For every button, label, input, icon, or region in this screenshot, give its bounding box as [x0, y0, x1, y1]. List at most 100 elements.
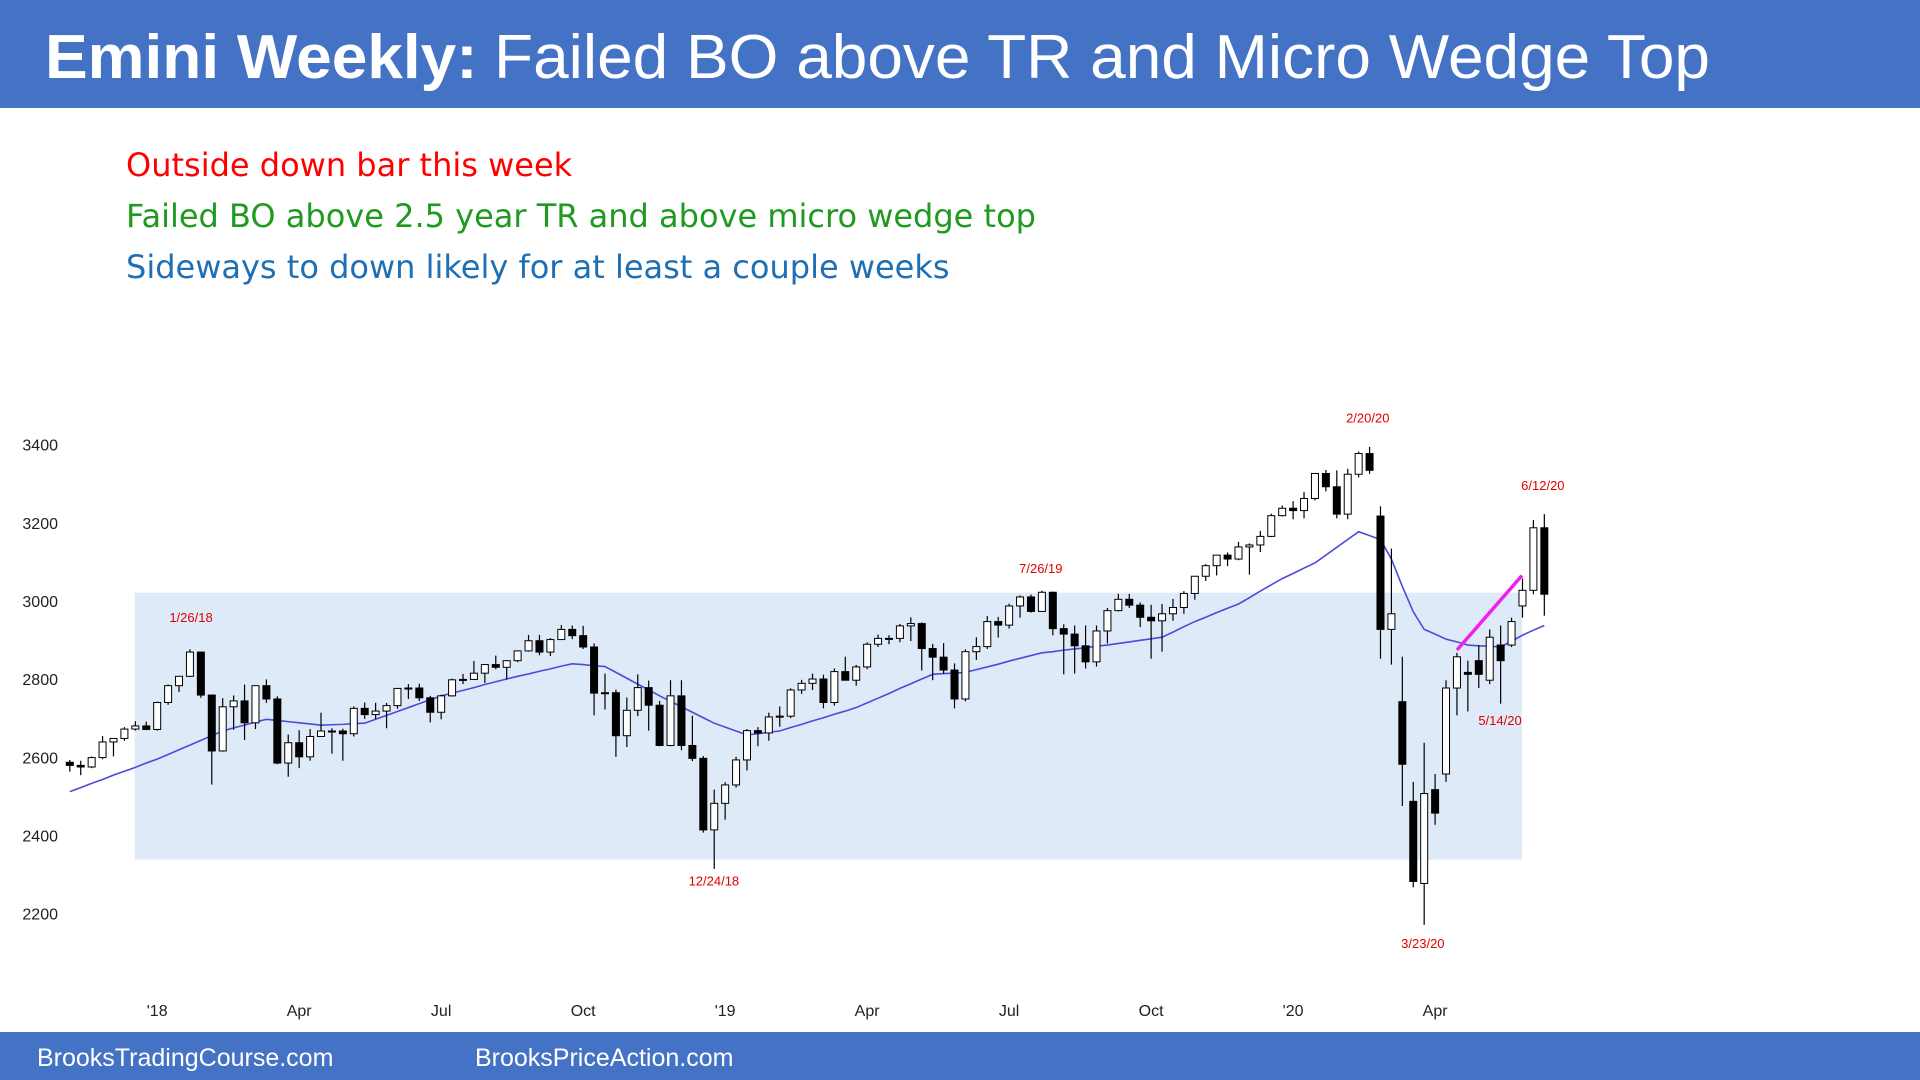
- footer-right: BrooksPriceAction.com: [475, 1044, 733, 1072]
- candle-body: [1267, 515, 1276, 537]
- candle-body: [557, 628, 566, 641]
- candle-body: [415, 687, 424, 699]
- candle-body: [295, 742, 304, 758]
- candle-body: [1518, 589, 1527, 607]
- candle-body: [1158, 613, 1167, 622]
- candle-body: [1136, 604, 1145, 618]
- candle-body: [590, 646, 599, 694]
- candle-body: [1212, 554, 1221, 567]
- candle-body: [797, 682, 806, 691]
- candle-body: [1026, 596, 1035, 612]
- title: Emini Weekly: Failed BO above TR and Micr…: [45, 23, 1710, 92]
- candle-body: [928, 648, 937, 658]
- moving-average: [69, 530, 1545, 793]
- candle-body: [688, 744, 697, 759]
- candle-body: [491, 664, 500, 668]
- candle-body: [721, 784, 730, 804]
- candle-body: [655, 704, 664, 746]
- candle-body: [830, 671, 839, 703]
- candle-body: [1103, 610, 1112, 632]
- candle-body: [622, 709, 631, 737]
- candle-body: [1037, 591, 1046, 612]
- y-tick-label: 2800: [22, 672, 58, 689]
- candle-body: [109, 737, 118, 743]
- annotation: 2/20/20: [1346, 411, 1389, 426]
- candle-body: [1452, 656, 1461, 689]
- candle-body: [961, 651, 970, 700]
- candle-body: [972, 646, 981, 653]
- candle-body: [207, 694, 216, 752]
- candle-body: [1234, 546, 1243, 560]
- header-bar: [0, 0, 1920, 108]
- annotation: 5/14/20: [1478, 713, 1521, 728]
- candle-body: [65, 761, 74, 766]
- x-tick-label: '20: [1283, 1003, 1304, 1020]
- note: Outside down bar this week: [126, 146, 573, 184]
- candle-body: [1256, 535, 1265, 546]
- candle-body: [710, 802, 719, 831]
- candle-body: [1278, 507, 1287, 517]
- x-tick-label: Apr: [855, 1003, 881, 1020]
- candle-body: [437, 695, 446, 713]
- candle-body: [546, 639, 555, 653]
- candle-body: [568, 628, 577, 637]
- candle-body: [1540, 527, 1549, 595]
- candle-body: [1190, 575, 1199, 594]
- candle-body: [1300, 497, 1309, 512]
- candle-body: [98, 741, 107, 759]
- trading-range-box: [134, 592, 1523, 860]
- candle-body: [153, 701, 162, 730]
- candle-body: [863, 643, 872, 668]
- candle-body: [76, 764, 85, 768]
- candle-body: [775, 715, 784, 718]
- candle-body: [808, 678, 817, 684]
- note: Sideways to down likely for at least a c…: [126, 248, 950, 286]
- candle-body: [600, 692, 609, 695]
- candle-body: [939, 656, 948, 671]
- y-tick-label: 2400: [22, 829, 58, 846]
- candle-body: [1059, 628, 1068, 635]
- candle-body: [1365, 453, 1374, 471]
- candle-body: [1398, 701, 1407, 765]
- candle-body: [1125, 598, 1134, 606]
- y-tick-label: 3200: [22, 516, 58, 533]
- x-tick-label: Oct: [1139, 1003, 1164, 1020]
- candle-body: [1387, 613, 1396, 630]
- candle-body: [732, 759, 741, 786]
- candle-body: [218, 706, 227, 752]
- candle-body: [1179, 592, 1188, 609]
- candle-body: [819, 678, 828, 703]
- candle-body: [142, 725, 151, 730]
- candle-body: [229, 700, 238, 708]
- candle-body: [874, 637, 883, 645]
- candle-body: [994, 621, 1003, 626]
- candle-body: [1409, 800, 1418, 882]
- candle-body: [469, 672, 478, 680]
- candle-body: [1474, 660, 1483, 675]
- candle-body: [579, 635, 588, 648]
- candle-body: [262, 685, 271, 700]
- candle-body: [1147, 616, 1156, 622]
- candle-body: [1223, 554, 1232, 560]
- candle-body: [371, 710, 380, 716]
- candle-body: [1114, 598, 1123, 612]
- candle-body: [513, 650, 522, 662]
- candle-body: [1507, 621, 1516, 646]
- annotation: 12/24/18: [689, 873, 740, 888]
- candle-body: [1048, 591, 1057, 630]
- candle-body: [426, 697, 435, 713]
- candle-body: [480, 664, 489, 674]
- candle-body: [502, 660, 511, 668]
- candle-body: [1529, 527, 1538, 591]
- candle-body: [1168, 607, 1177, 615]
- candle-body: [611, 692, 620, 737]
- candle-body: [677, 695, 686, 746]
- candle-body: [1420, 793, 1429, 884]
- y-tick-label: 2600: [22, 750, 58, 767]
- candle-body: [1376, 515, 1385, 630]
- candle-body: [185, 651, 194, 677]
- note: Failed BO above 2.5 year TR and above mi…: [126, 197, 1036, 235]
- candle-body: [906, 623, 915, 627]
